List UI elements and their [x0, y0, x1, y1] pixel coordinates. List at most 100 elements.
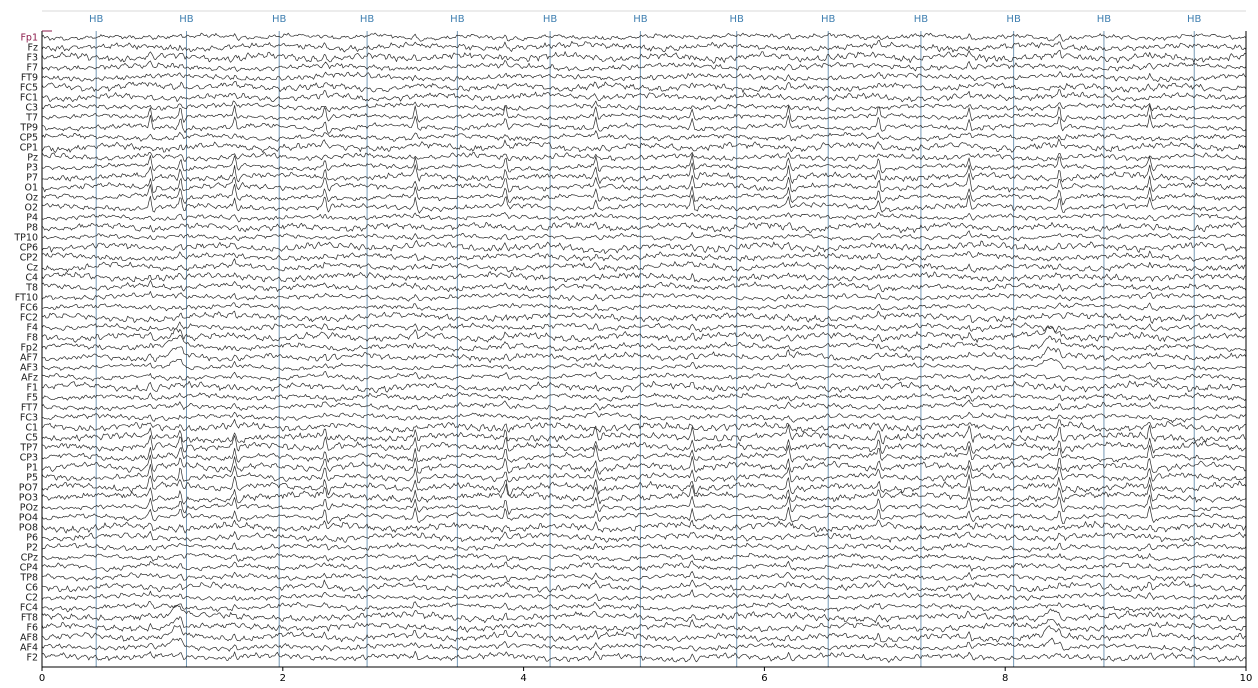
channel-label-p5: P5: [26, 473, 38, 484]
channel-label-t7: T7: [25, 113, 38, 124]
channel-label-fp1: Fp1: [20, 33, 38, 44]
channel-trace-f4: [41, 321, 1247, 333]
channel-label-f8: F8: [26, 333, 38, 344]
channel-label-p6: P6: [26, 533, 38, 544]
channel-label-fc3: FC3: [20, 413, 38, 424]
annotation-label: HB: [914, 14, 929, 25]
x-tick-label: 0: [39, 673, 45, 684]
annotation-label: HB: [1187, 14, 1202, 25]
channel-label-t8: T8: [25, 283, 38, 294]
channel-label-p3: P3: [26, 163, 38, 174]
channel-label-cp1: CP1: [20, 143, 38, 154]
channel-label-p2: P2: [26, 543, 38, 554]
channel-label-poz: POz: [20, 503, 38, 514]
channel-label-f3: F3: [26, 53, 38, 64]
channel-label-fz: Fz: [28, 43, 38, 54]
channel-label-c5: C5: [25, 433, 38, 444]
channel-label-fp2: Fp2: [20, 343, 38, 354]
channel-trace-f8: [41, 325, 1247, 343]
annotation-label: HB: [633, 14, 648, 25]
x-axis: 0 2 4 6 8 10: [39, 30, 1253, 684]
annotation-label: HB: [179, 14, 194, 25]
channel-trace-fc1: [41, 89, 1247, 103]
channel-trace-ft7: [41, 399, 1247, 412]
channel-trace-ft10: [41, 291, 1247, 302]
channel-label-fc2: FC2: [20, 313, 38, 324]
channel-label-tp7: TP7: [19, 443, 38, 454]
x-tick-label: 10: [1240, 673, 1253, 684]
x-tick-label: 6: [761, 673, 767, 684]
trace-layer: [41, 32, 1247, 663]
channel-label-tp10: TP10: [13, 233, 38, 244]
channel-trace-p3: [41, 153, 1247, 174]
channel-trace-f5: [41, 392, 1247, 402]
channel-trace-ft9: [41, 71, 1247, 83]
channel-label-cp6: CP6: [20, 243, 38, 254]
channel-trace-af3: [41, 358, 1247, 372]
channel-trace-f6: [41, 616, 1247, 633]
annotation-label: HB: [360, 14, 375, 25]
channel-label-p1: P1: [26, 463, 38, 474]
annotation-label: HB: [89, 14, 104, 25]
channel-label-p8: P8: [26, 223, 38, 234]
channel-label-ft7: FT7: [21, 403, 38, 414]
annotation-label: HB: [821, 14, 836, 25]
channel-label-po4: PO4: [19, 513, 38, 524]
channel-label-cpz: CPz: [21, 553, 38, 564]
x-tick-label: 8: [1002, 673, 1008, 684]
annotation-label: HB: [1006, 14, 1021, 25]
channel-trace-f1: [41, 380, 1247, 394]
channel-label-c6: C6: [25, 583, 38, 594]
channel-trace-c5: [41, 424, 1247, 445]
channel-trace-poz: [41, 494, 1247, 515]
channel-trace-o2: [41, 194, 1247, 214]
channel-trace-tp10: [41, 230, 1247, 242]
channel-label-cp5: CP5: [20, 133, 38, 144]
channel-trace-p2: [41, 541, 1247, 553]
channel-trace-o1: [41, 172, 1247, 193]
channel-label-f6: F6: [26, 623, 38, 634]
channel-trace-c2: [41, 589, 1247, 602]
x-tick-label: 4: [520, 673, 526, 684]
channel-label-layer: Fp1FzF3F7FT9FC5FC1C3T7TP9CP5CP1PzP3P7O1O…: [13, 33, 38, 664]
channel-trace-p8: [41, 221, 1247, 234]
channel-label-ft9: FT9: [21, 73, 38, 84]
channel-trace-p1: [41, 454, 1247, 475]
channel-trace-cpz: [41, 552, 1247, 562]
channel-trace-tp8: [41, 571, 1247, 582]
channel-trace-cp2: [41, 250, 1247, 262]
channel-trace-ft8: [41, 604, 1247, 624]
channel-label-c3: C3: [25, 103, 38, 114]
channel-trace-p7: [41, 162, 1247, 184]
channel-label-afz: AFz: [21, 373, 38, 384]
channel-trace-fc3: [41, 411, 1247, 423]
annotation-layer: HB HB HB HB HB HB HB HB HB HB HB HB HB: [42, 10, 1246, 667]
channel-trace-c4: [41, 271, 1247, 283]
channel-label-f2: F2: [26, 653, 38, 664]
channel-label-f5: F5: [26, 393, 38, 404]
channel-label-fc6: FC6: [20, 303, 38, 314]
channel-label-fc1: FC1: [20, 93, 38, 104]
channel-trace-cp1: [41, 138, 1247, 153]
channel-trace-cp6: [41, 240, 1247, 255]
x-tick-label: 2: [280, 673, 286, 684]
channel-label-po3: PO3: [19, 493, 38, 504]
channel-trace-oz: [41, 183, 1247, 206]
channel-label-po7: PO7: [19, 483, 38, 494]
channel-trace-fc4: [41, 601, 1247, 613]
channel-label-oz: Oz: [26, 193, 38, 204]
channel-label-cp4: CP4: [20, 563, 38, 574]
channel-trace-p4: [41, 211, 1247, 223]
channel-label-o2: O2: [24, 203, 38, 214]
channel-label-cp3: CP3: [20, 453, 38, 464]
channel-trace-p6: [41, 530, 1247, 543]
channel-trace-c6: [41, 579, 1247, 593]
channel-trace-po8: [41, 519, 1247, 534]
channel-label-cp2: CP2: [20, 253, 38, 264]
channel-label-af8: AF8: [20, 633, 38, 644]
channel-label-fc5: FC5: [20, 83, 38, 94]
channel-trace-afz: [41, 371, 1247, 382]
channel-trace-po7: [41, 474, 1247, 496]
